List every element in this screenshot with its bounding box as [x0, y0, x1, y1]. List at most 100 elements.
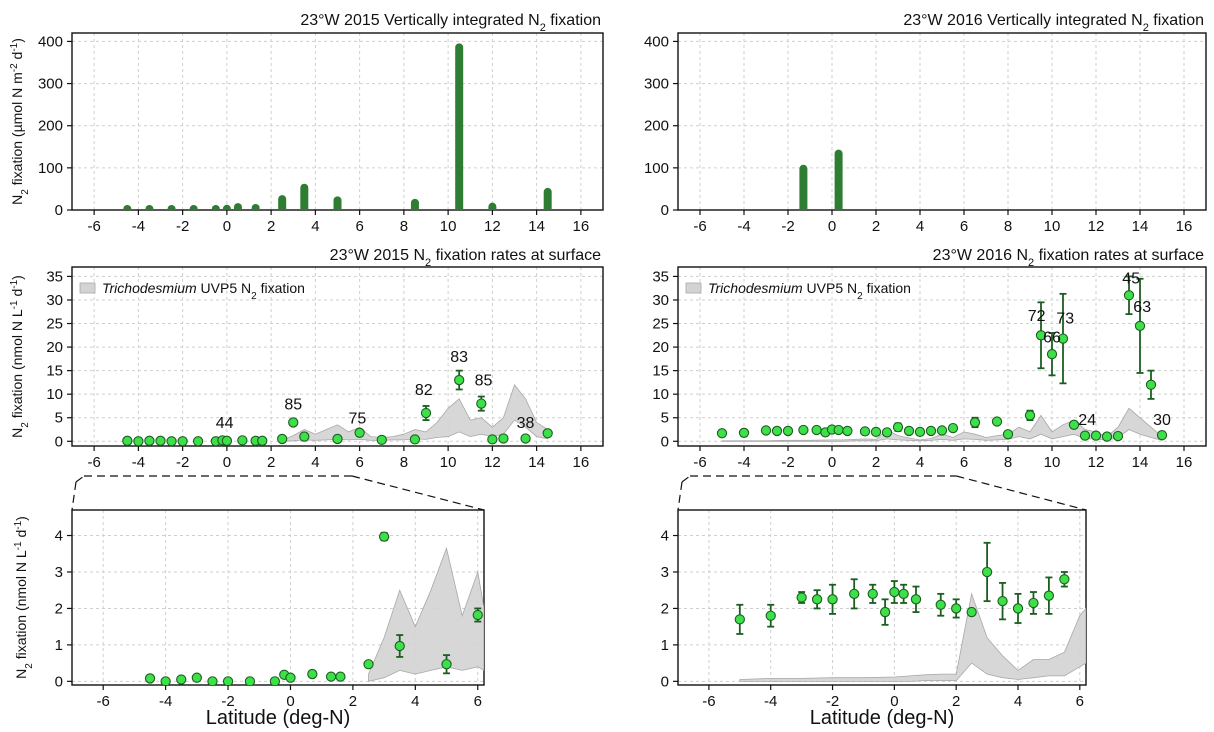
y-tick-label: 35	[46, 268, 63, 285]
zoom-connector	[75, 475, 85, 483]
x-tick-label: 0	[223, 454, 231, 471]
x-tick-label: 12	[1088, 218, 1105, 235]
data-point	[1046, 348, 1058, 360]
sample-label: 38	[517, 415, 535, 432]
data-point	[1059, 574, 1070, 585]
data-point	[925, 425, 937, 437]
x-tick-label: 16	[1176, 218, 1193, 235]
data-point	[332, 433, 343, 445]
x-tick-label: 2	[872, 454, 880, 471]
data-point	[716, 428, 728, 439]
data-point	[144, 435, 155, 446]
x-tick-label: 4	[311, 218, 319, 235]
sample-label: 85	[284, 396, 302, 413]
data-point	[898, 588, 909, 600]
data-point	[889, 586, 900, 598]
data-point	[771, 425, 783, 437]
panel-2015-zoom: -6 -4 -2 0 2 4 6 0 1 2 3 4 N2 fixation (nmol N L-1 d…	[13, 509, 485, 710]
x-tick-label: 0	[286, 693, 294, 710]
plot-frame	[71, 266, 604, 447]
zoom-connector	[956, 475, 1087, 511]
trichodesmium-band	[368, 546, 484, 682]
data-point	[144, 673, 156, 684]
y-tick-label: 1	[55, 637, 63, 654]
sample-label: 45	[1122, 270, 1140, 287]
x-tick-label: -6	[87, 218, 100, 235]
data-point	[487, 434, 498, 445]
grid	[72, 33, 603, 211]
data-point	[1079, 430, 1091, 441]
data-point	[765, 610, 776, 621]
grid	[678, 33, 1206, 211]
x-tick-label: 0	[223, 218, 231, 235]
data-point	[376, 434, 387, 446]
data-point	[734, 614, 745, 625]
x-tick-label: 10	[440, 218, 457, 235]
x-tick-label: 4	[916, 218, 924, 235]
y-tick-label: 200	[644, 118, 669, 135]
data-marks	[122, 369, 553, 446]
data-point	[325, 671, 337, 682]
sample-label: 30	[1153, 412, 1171, 429]
x-tick-label: 0	[828, 218, 836, 235]
panel-2016-zoom: -6 -4 -2 0 2 4 6 0 1 2 3 4	[661, 509, 1087, 710]
data-point	[244, 676, 256, 685]
data-point	[981, 566, 993, 578]
x-tick-label: 14	[1132, 454, 1149, 471]
trichodesmium-band	[281, 383, 549, 442]
plot-frame	[677, 266, 1207, 447]
y-tick-label: 0	[661, 433, 669, 450]
data-point	[221, 435, 233, 446]
panel-2016-integrated: -6 -4 -2 0 2 4 6 8 10 12 14 16 0 100 200 300 400 23°W 201…	[644, 12, 1207, 235]
data-point	[160, 676, 171, 685]
y-tick-label: 2	[55, 600, 63, 617]
x-tick-label: -4	[159, 693, 172, 710]
data-point	[207, 676, 218, 685]
sample-label: 72	[1028, 308, 1046, 325]
data-point	[335, 671, 346, 682]
data-point	[936, 425, 948, 436]
x-axis-label: Latitude (deg-N)	[206, 707, 351, 729]
x-tick-label: -4	[764, 693, 777, 710]
data-marks	[144, 531, 484, 685]
y-tick-label: 0	[661, 673, 669, 690]
legend-label: Trichodesmium UVP5 N2 fixation	[708, 280, 911, 302]
data-point	[760, 425, 772, 436]
data-point	[299, 431, 310, 442]
x-tick-label: 8	[1004, 218, 1012, 235]
data-point	[811, 594, 823, 605]
data-point	[991, 416, 1003, 427]
sample-label: 73	[1056, 311, 1074, 328]
x-tick-label: -6	[693, 454, 706, 471]
sample-label: 83	[450, 349, 468, 366]
y-tick-label: 15	[652, 363, 669, 380]
x-tick-label: -2	[781, 454, 794, 471]
sample-label: 24	[1078, 412, 1096, 429]
y-tick-label: 400	[644, 33, 669, 50]
x-tick-label: -2	[826, 693, 839, 710]
data-point	[409, 434, 421, 445]
data-marks	[734, 541, 1086, 682]
x-tick-label: -2	[781, 218, 794, 235]
y-tick-label: 30	[652, 292, 669, 309]
x-tick-label: 12	[484, 218, 501, 235]
data-point	[454, 374, 465, 386]
x-tick-label: 4	[311, 454, 319, 471]
data-point	[122, 435, 133, 446]
y-tick-label: 10	[46, 386, 63, 403]
x-tick-label: 12	[1088, 454, 1105, 471]
data-point	[881, 427, 893, 438]
y-tick-label: 5	[55, 410, 63, 427]
data-point	[798, 424, 809, 436]
data-marks	[716, 275, 1168, 442]
y-axis-label: N2 fixation (nmol N L-1 d-1)	[9, 275, 31, 438]
y-tick-label: 400	[38, 33, 63, 50]
data-point	[520, 433, 531, 444]
x-tick-label: 4	[916, 454, 924, 471]
x-tick-label: 8	[400, 454, 408, 471]
data-point	[420, 407, 432, 419]
data-point	[951, 603, 962, 614]
data-point	[277, 433, 288, 445]
data-point	[997, 595, 1008, 607]
y-tick-label: 1	[661, 637, 669, 654]
